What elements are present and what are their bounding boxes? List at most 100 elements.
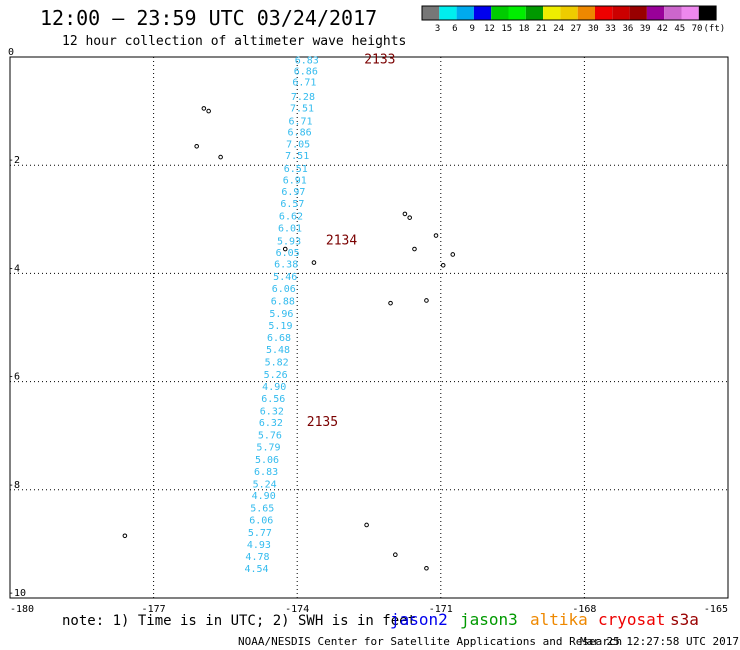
wave-height-label: 5.82: [265, 358, 289, 369]
wave-height-label: 5.06: [255, 455, 279, 466]
legend-frame: [421, 5, 717, 21]
plot-frame: [9, 56, 729, 599]
legend-label: 42: [657, 24, 668, 34]
legend-label: 36: [622, 24, 633, 34]
wave-height-label: 6.06: [249, 516, 273, 527]
legend-swatch: [491, 6, 509, 20]
wave-height-label: 5.65: [250, 504, 274, 515]
legend-swatch: [646, 6, 665, 20]
wave-height-label: 4.90: [262, 382, 286, 393]
island-marker: [388, 300, 393, 306]
pass-annotation: 2135: [307, 415, 338, 430]
wave-height-label: 6.56: [261, 394, 285, 405]
wave-height-label: 6.32: [259, 418, 283, 429]
legend-label: 15: [501, 24, 512, 34]
x-tick-label: -171: [429, 604, 453, 615]
y-tick-label: -4: [8, 263, 20, 274]
wave-height-label: 5.93: [277, 236, 301, 247]
satellite-label: cryosat: [598, 610, 665, 629]
island-marker: [201, 106, 207, 111]
island-marker: [311, 260, 317, 265]
wave-height-label: 6.71: [292, 77, 316, 88]
wave-height-label: 6.68: [267, 333, 291, 344]
satellite-label: jason2: [390, 610, 448, 629]
wave-height-label: 5.46: [273, 272, 297, 283]
wave-height-label: 6.86: [294, 67, 318, 78]
wave-height-label: 7.28: [291, 92, 315, 103]
legend-swatch: [577, 6, 595, 20]
wave-height-label: 6.05: [276, 248, 300, 259]
wave-height-label: 5.76: [258, 431, 282, 442]
wave-height-label: 6.86: [288, 128, 312, 139]
color-scale-legend: 3 6 9 12 15 18 21 24 27 30 33 36 39 42 45 70 (ft): [421, 5, 725, 34]
legend-label: 18: [519, 24, 530, 34]
footer-credit: NOAA/NESDIS Center for Satellite Applica…: [238, 635, 622, 648]
legend-label: 70: [692, 24, 703, 34]
wave-height-label: 6.91: [283, 175, 307, 186]
wave-height-label: 6.06: [272, 284, 296, 295]
island-marker: [440, 262, 446, 268]
island-marker: [412, 246, 417, 252]
legend-label: 9: [469, 24, 474, 34]
legend-swatch: [439, 6, 457, 20]
island-marker: [364, 522, 369, 528]
legend-swatch: [543, 6, 561, 20]
legend-label: 3: [435, 24, 440, 34]
satellite-label: altika: [530, 610, 588, 629]
chart-subtitle: 12 hour collection of altimeter wave hei…: [62, 34, 406, 49]
legend-swatch: [560, 6, 578, 20]
legend-swatch: [595, 6, 613, 20]
wave-height-label: 5.24: [253, 479, 277, 490]
legend-label: 21: [536, 24, 547, 34]
plot-area: -180 -177 -174 -171 -168 -165 0 -2 -4 -6 -8 -10 6.83…: [8, 47, 729, 615]
wave-height-label: 6.83: [295, 56, 319, 67]
legend-swatch: [422, 6, 440, 20]
island-marker: [282, 246, 288, 252]
legend-swatch: [664, 6, 682, 20]
wave-height-label: 6.32: [260, 406, 284, 417]
legend-label: 24: [553, 24, 564, 34]
wave-height-label: 5.48: [266, 345, 290, 356]
chart-title: 12:00 – 23:59 UTC 03/24/2017: [40, 6, 377, 30]
wave-height-label: 5.19: [268, 321, 292, 332]
island-marker: [206, 108, 211, 114]
island-marker: [433, 233, 439, 238]
island-marker: [393, 552, 398, 558]
wave-height-label: 4.93: [247, 540, 271, 551]
legend-label: 39: [640, 24, 651, 34]
x-tick-label: -180: [10, 604, 34, 615]
legend-swatch: [456, 6, 474, 20]
wave-height-label: 6.83: [254, 467, 278, 478]
wave-height-label: 4.90: [252, 491, 276, 502]
legend-swatch: [525, 6, 544, 20]
wave-height-label: 6.01: [278, 223, 302, 234]
wave-height-label: 7.51: [285, 151, 309, 162]
legend-label: 33: [605, 24, 616, 34]
legend-label: 12: [484, 24, 495, 34]
island-marker: [450, 252, 456, 257]
island-marker: [424, 565, 429, 571]
legend-swatch: [629, 6, 647, 20]
legend-swatch: [698, 6, 717, 20]
wave-height-label: 6.51: [284, 164, 308, 175]
wave-height-label: 7.51: [290, 103, 314, 114]
y-tick-label: -6: [8, 372, 20, 383]
legend-label: 30: [588, 24, 599, 34]
wave-height-label: 7.05: [286, 140, 310, 151]
y-tick-label: -10: [8, 588, 26, 599]
island-marker: [402, 211, 408, 217]
wave-height-label: 6.71: [289, 116, 313, 127]
y-tick-label: -8: [8, 480, 20, 491]
satellite-label: jason3: [460, 610, 518, 629]
island-marker: [407, 215, 412, 220]
x-tick-label: -177: [142, 604, 166, 615]
legend-swatch: [473, 6, 492, 20]
legend-swatch: [508, 6, 526, 20]
legend-label: 6: [452, 24, 457, 34]
island-marker: [218, 154, 223, 160]
footer-timestamp: Mar 25 12:27:58 UTC 2017: [580, 635, 739, 648]
legend-label: 45: [674, 24, 685, 34]
legend-swatch: [612, 6, 630, 20]
wave-height-label: 5.77: [248, 528, 272, 539]
footer-note: note: 1) Time is in UTC; 2) SWH is in fe…: [62, 613, 416, 629]
